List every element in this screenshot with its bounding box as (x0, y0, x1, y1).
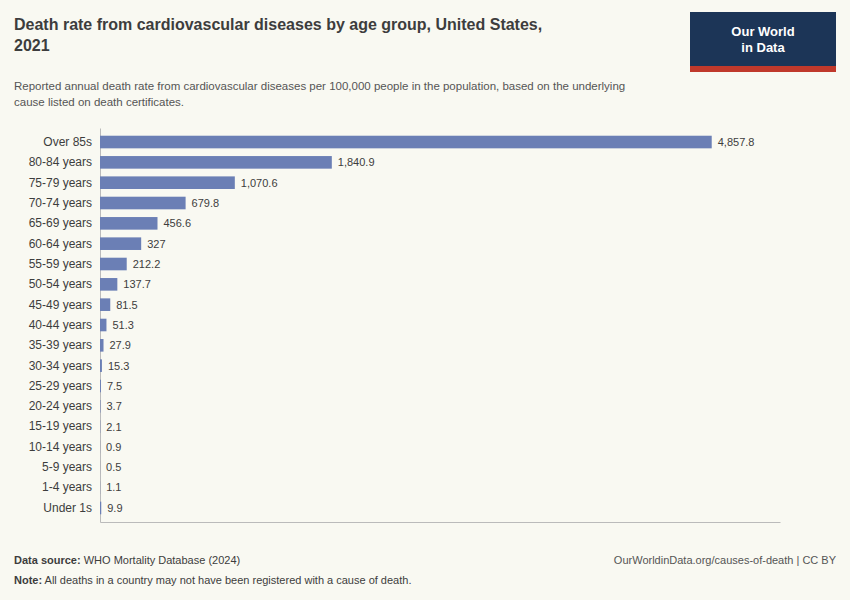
data-label: 212.2 (133, 258, 161, 270)
data-label: 1,070.6 (241, 177, 278, 189)
source: Data source: WHO Mortality Database (202… (14, 554, 240, 566)
bar (100, 420, 101, 433)
bar (100, 156, 332, 169)
category-label: 80-84 years (29, 155, 92, 169)
bar (100, 258, 127, 271)
data-label: 27.9 (110, 339, 131, 351)
category-tick: 20-24 years (29, 399, 92, 413)
category-tick: 35-39 years (29, 338, 92, 352)
bar (100, 298, 110, 311)
category-tick: 60-64 years (29, 237, 92, 251)
category-tick: 70-74 years (29, 196, 92, 210)
bar (100, 237, 141, 250)
category-label: 50-54 years (29, 277, 92, 291)
category-label: Under 1s (43, 501, 92, 515)
category-label: 1-4 years (42, 480, 92, 494)
data-labels: 4,857.8 1,840.9 1,070.6 679.8456.6 327 212.2 1… (106, 136, 754, 514)
category-label: 25-29 years (29, 379, 92, 393)
bar (100, 359, 102, 372)
data-label: 0.5 (106, 461, 121, 473)
bar (100, 197, 186, 210)
category-label: 5-9 years (42, 460, 92, 474)
category-label: 45-49 years (29, 298, 92, 312)
category-tick: 45-49 years (29, 298, 92, 312)
data-label: 137.7 (123, 278, 151, 290)
data-label: 7.5 (107, 380, 122, 392)
data-label: 2.1 (106, 421, 121, 433)
bar (100, 441, 101, 454)
data-label: 1.1 (106, 481, 121, 493)
data-label: 679.8 (192, 197, 220, 209)
bars (100, 136, 712, 515)
bar (100, 319, 106, 332)
data-label: 51.3 (112, 319, 133, 331)
category-axis: Over 85s 80-84 years 75-79 years 70-74 year… (29, 129, 101, 523)
category-tick: 50-54 years (29, 277, 92, 291)
category-label: 70-74 years (29, 196, 92, 210)
logo-box (690, 12, 836, 72)
category-tick: Over 85s (43, 135, 92, 149)
bar (100, 502, 101, 515)
url: OurWorldinData.org/causes-of-death | CC … (614, 554, 837, 566)
data-label: 327 (147, 238, 165, 250)
logo-stripe (690, 66, 836, 72)
category-tick: 25-29 years (29, 379, 92, 393)
chart: Death rate from cardiovascular diseases … (0, 0, 850, 600)
logo: Our Worldin Data (690, 12, 836, 72)
logo-text: Our Worldin Data (731, 24, 794, 55)
background (0, 0, 850, 600)
category-tick: 40-44 years (29, 318, 92, 332)
subtitle: Reported annual death rate from cardiova… (14, 80, 625, 108)
category-label: 60-64 years (29, 237, 92, 251)
bar (100, 380, 101, 393)
category-label: 40-44 years (29, 318, 92, 332)
bar (100, 339, 104, 352)
data-label: 1,840.9 (338, 156, 375, 168)
bar (100, 481, 101, 494)
category-label: Over 85s (43, 135, 92, 149)
bar (100, 136, 712, 149)
category-tick: 1-4 years (42, 480, 92, 494)
category-label: 75-79 years (29, 176, 92, 190)
category-tick: 30-34 years (29, 359, 92, 373)
category-tick: 10-14 years (29, 440, 92, 454)
category-tick: 75-79 years (29, 176, 92, 190)
category-tick: 80-84 years (29, 155, 92, 169)
data-label: 0.9 (106, 441, 121, 453)
bar (100, 217, 157, 230)
data-label: 456.6 (163, 217, 191, 229)
plot: Over 85s 80-84 years 75-79 years 70-74 year… (29, 129, 781, 523)
note: Note: All deaths in a country may not ha… (14, 574, 411, 586)
category-label: 15-19 years (29, 419, 92, 433)
category-label: 10-14 years (29, 440, 92, 454)
category-tick: 65-69 years (29, 216, 92, 230)
title: Death rate from cardiovascular diseases … (14, 16, 542, 54)
data-label: 15.3 (108, 360, 129, 372)
bar (100, 278, 117, 291)
category-label: 20-24 years (29, 399, 92, 413)
category-label: 65-69 years (29, 216, 92, 230)
bar (100, 461, 101, 474)
category-tick: 55-59 years (29, 257, 92, 271)
category-tick: 15-19 years (29, 419, 92, 433)
category-label: 55-59 years (29, 257, 92, 271)
value-axis (101, 522, 781, 523)
value-axis-line (101, 522, 781, 523)
category-tick: Under 1s (43, 501, 92, 515)
data-label: 9.9 (107, 502, 122, 514)
category-tick: 5-9 years (42, 460, 92, 474)
bar (100, 400, 101, 413)
bar (100, 176, 235, 189)
data-label: 3.7 (106, 400, 121, 412)
category-label: 30-34 years (29, 359, 92, 373)
data-label: 4,857.8 (718, 136, 755, 148)
category-label: 35-39 years (29, 338, 92, 352)
data-label: 81.5 (116, 299, 137, 311)
